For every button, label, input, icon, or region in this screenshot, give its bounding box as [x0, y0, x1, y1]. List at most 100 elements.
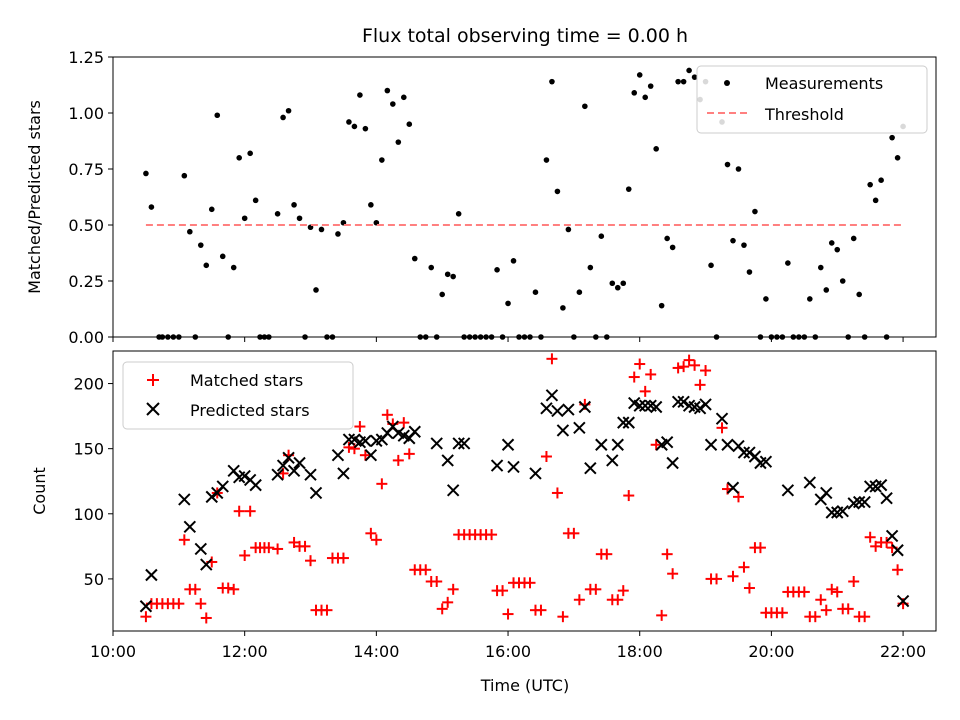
- matched-star-point: [617, 585, 629, 597]
- predicted-star-point: [836, 504, 849, 518]
- bottom-axes-frame: [112, 350, 937, 632]
- predicted-star-point: [304, 468, 317, 481]
- bottom-y-tick-label: 200: [73, 375, 104, 394]
- measurement-point: [560, 305, 566, 311]
- measurement-point: [318, 226, 325, 233]
- legend-label-threshold: Threshold: [764, 105, 844, 124]
- measurement-point: [565, 226, 572, 233]
- predicted-star-point: [606, 454, 619, 467]
- measurement-point: [554, 188, 561, 195]
- predicted-star-point: [863, 480, 877, 493]
- measurement-point: [785, 260, 791, 266]
- predicted-star-point: [183, 520, 197, 534]
- matched-star-point: [359, 449, 371, 461]
- matched-star-point: [689, 359, 701, 371]
- top-y-axis: 0.00 0.25 0.50 0.75 1.00 1.25: [68, 48, 113, 347]
- matched-star-point: [557, 611, 569, 623]
- matched-star-point: [645, 368, 657, 380]
- measurement-point: [691, 74, 698, 80]
- measurement-point: [247, 150, 253, 157]
- predicted-star-point: [858, 495, 871, 509]
- matched-star-point: [667, 568, 679, 580]
- measurement-point: [889, 134, 895, 141]
- bottom-x-tick-label: 22:00: [880, 642, 926, 661]
- measurement-point: [428, 264, 435, 271]
- matched-star-point: [628, 371, 640, 383]
- measurement-point: [208, 206, 215, 213]
- matched-star-point: [568, 527, 580, 539]
- matched-star-point: [535, 604, 547, 616]
- top-panel: 0.00 0.25 0.50 0.75 1.00 1.25 Matched/Predict…: [25, 48, 937, 347]
- predicted-star-point: [726, 481, 740, 494]
- measurement-point: [724, 161, 731, 168]
- matched-star-point: [140, 611, 152, 623]
- measurement-point: [834, 246, 841, 253]
- bottom-y-axis-label: Count: [30, 467, 49, 515]
- bottom-x-tick-label: 14:00: [353, 642, 399, 661]
- matched-star-point: [365, 527, 377, 539]
- predicted-star-point: [595, 438, 608, 451]
- predicted-star-point: [545, 389, 559, 402]
- predicted-star-point: [457, 437, 471, 450]
- predicted-star-point: [178, 493, 191, 506]
- measurement-point: [543, 157, 550, 163]
- matched-star-point: [239, 549, 251, 561]
- measurement-point: [735, 166, 742, 172]
- measurement-point: [708, 262, 714, 269]
- predicted-star-point: [660, 435, 674, 449]
- measurement-point: [181, 172, 188, 179]
- matched-star-point: [200, 612, 212, 624]
- predicted-star-point: [880, 491, 893, 505]
- measurement-point: [741, 242, 747, 248]
- measurement-point: [395, 139, 402, 145]
- measurement-point: [197, 242, 204, 248]
- predicted-star-point: [293, 456, 306, 470]
- matched-star-point: [502, 608, 514, 620]
- predicted-star-point: [276, 459, 290, 472]
- top-x-axis: [112, 337, 904, 342]
- measurement-point: [143, 170, 149, 177]
- measurement-point: [642, 94, 649, 101]
- predicted-star-point: [216, 480, 229, 493]
- matched-star-point: [743, 582, 755, 594]
- matched-star-point: [376, 478, 388, 490]
- predicted-star-point: [408, 425, 421, 438]
- matched-star-point: [178, 534, 190, 546]
- matched-star-point: [820, 604, 832, 616]
- measurement-point: [675, 78, 681, 85]
- measurement-point: [746, 269, 753, 275]
- matched-star-point: [436, 603, 448, 615]
- matched-star-point: [381, 409, 393, 421]
- predicted-star-point: [803, 476, 817, 489]
- predicted-star-point: [891, 544, 904, 557]
- matched-star-point: [228, 583, 240, 595]
- measurement-point: [379, 157, 385, 163]
- measurement-point: [241, 215, 248, 222]
- top-y-tick-label: 1.25: [68, 48, 104, 67]
- predicted-star-point: [759, 455, 773, 468]
- matched-star-point: [892, 564, 904, 576]
- matched-star-point: [656, 609, 668, 621]
- matched-star-point: [233, 505, 245, 517]
- predicted-star-point: [337, 467, 350, 480]
- matched-star-point: [754, 542, 766, 554]
- matched-star-point: [272, 543, 284, 555]
- predicted-star-point: [584, 462, 597, 475]
- measurement-point: [400, 94, 407, 101]
- predicted-star-point: [271, 468, 284, 481]
- bottom-x-tick-label: 12:00: [222, 642, 268, 661]
- measurement-point: [230, 264, 237, 271]
- legend-label-matched-stars: Matched stars: [190, 371, 303, 390]
- measurement-point: [313, 287, 319, 293]
- bottom-x-tick-label: 10:00: [90, 642, 136, 661]
- matched-star-point: [573, 594, 585, 606]
- matched-star-point: [420, 564, 432, 576]
- measurement-point: [285, 107, 292, 114]
- predicted-star-point: [200, 558, 213, 571]
- measurement-point: [187, 228, 193, 235]
- predicted-star-point: [638, 399, 652, 412]
- predicted-star-point: [556, 424, 570, 437]
- top-y-tick-label: 0.25: [68, 272, 104, 291]
- top-y-tick-label: 0.50: [68, 216, 104, 235]
